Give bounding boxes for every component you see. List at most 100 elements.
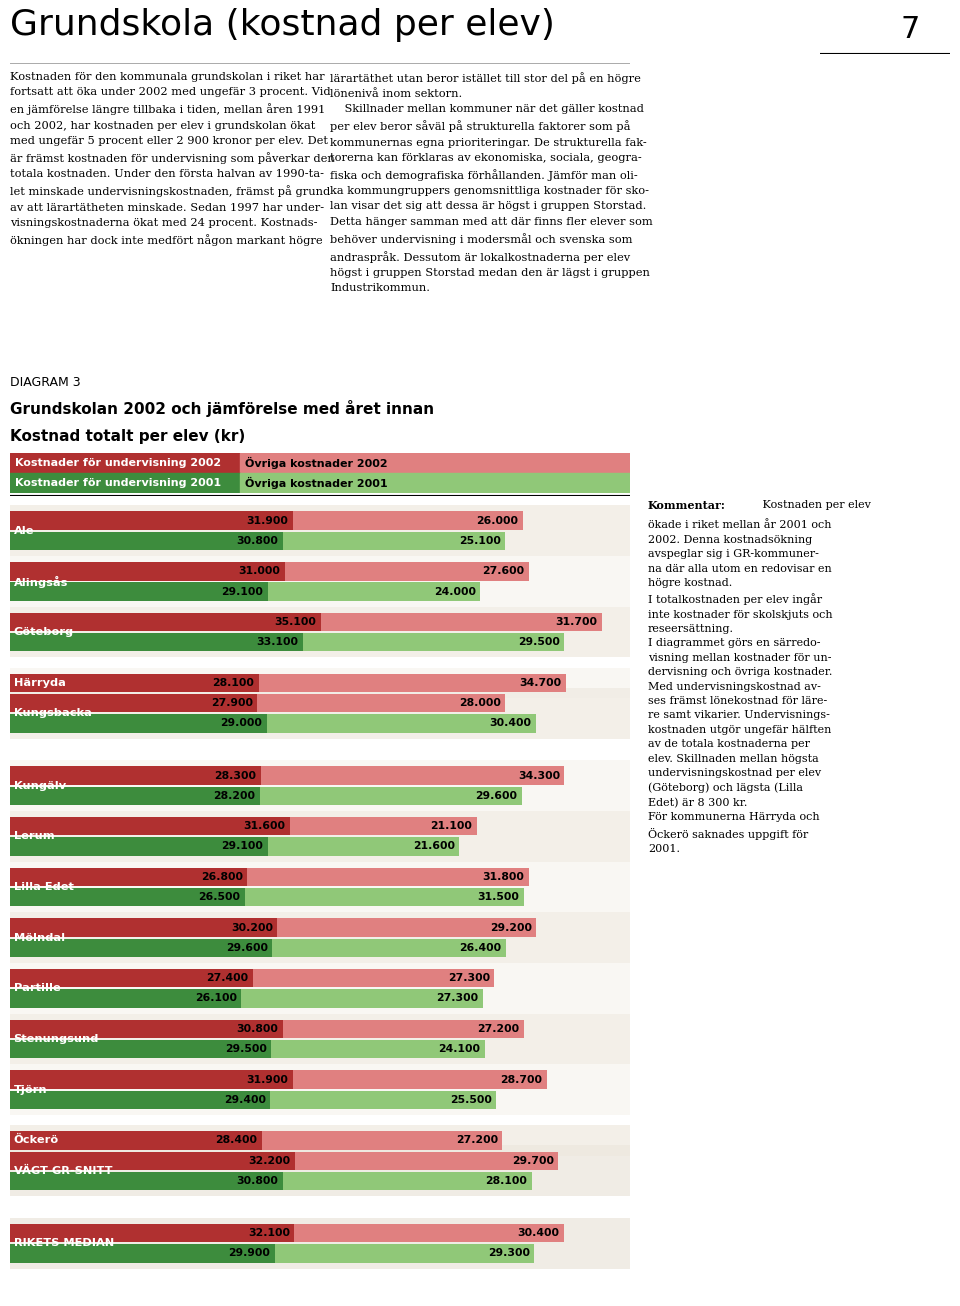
Bar bbox=[290, 818, 477, 836]
Bar bbox=[241, 990, 483, 1008]
Bar bbox=[10, 473, 240, 492]
Bar bbox=[10, 582, 268, 601]
Text: 27.900: 27.900 bbox=[210, 699, 252, 708]
Bar bbox=[293, 1071, 547, 1089]
Bar bbox=[10, 688, 630, 739]
Bar bbox=[10, 1126, 630, 1156]
Text: Härryda: Härryda bbox=[13, 678, 65, 688]
Text: Kostnaden per elev: Kostnaden per elev bbox=[759, 500, 871, 511]
Text: 30.400: 30.400 bbox=[517, 1228, 559, 1238]
Text: 27.200: 27.200 bbox=[477, 1024, 519, 1034]
Text: 27.400: 27.400 bbox=[206, 973, 249, 983]
Text: 31.500: 31.500 bbox=[477, 892, 519, 902]
Text: 27.600: 27.600 bbox=[483, 567, 524, 576]
Text: Grundskola (kostnad per elev): Grundskola (kostnad per elev) bbox=[10, 8, 555, 42]
Bar bbox=[10, 674, 259, 692]
Text: Göteborg: Göteborg bbox=[13, 627, 74, 637]
Text: 28.200: 28.200 bbox=[213, 790, 255, 801]
Text: 26.100: 26.100 bbox=[195, 994, 237, 1003]
Text: Öckerö: Öckerö bbox=[13, 1135, 59, 1145]
Bar bbox=[10, 862, 630, 913]
Bar bbox=[10, 562, 284, 580]
Bar bbox=[259, 674, 566, 692]
Text: 31.800: 31.800 bbox=[483, 872, 524, 882]
Bar bbox=[10, 963, 630, 1013]
Text: 28.100: 28.100 bbox=[486, 1175, 527, 1186]
Text: 31.600: 31.600 bbox=[244, 821, 285, 831]
Text: 26.800: 26.800 bbox=[201, 872, 243, 882]
Bar bbox=[268, 582, 480, 601]
Text: Partille: Partille bbox=[13, 983, 60, 994]
Bar bbox=[10, 505, 630, 556]
Bar bbox=[10, 693, 257, 712]
Text: 30.800: 30.800 bbox=[236, 1024, 278, 1034]
Text: Grundskolan 2002 och jämförelse med året innan: Grundskolan 2002 och jämförelse med året… bbox=[10, 400, 434, 417]
Bar bbox=[10, 1171, 283, 1190]
Text: DIAGRAM 3: DIAGRAM 3 bbox=[10, 376, 81, 389]
Text: 30.400: 30.400 bbox=[490, 718, 532, 729]
Bar bbox=[10, 532, 283, 550]
Text: VÄGT GR-SNITT: VÄGT GR-SNITT bbox=[13, 1166, 112, 1175]
Bar bbox=[321, 613, 602, 631]
Text: 28.100: 28.100 bbox=[212, 678, 254, 688]
Bar bbox=[10, 453, 240, 473]
Text: Kostnader för undervisning 2001: Kostnader för undervisning 2001 bbox=[15, 478, 221, 488]
Text: 29.300: 29.300 bbox=[488, 1249, 530, 1259]
Bar bbox=[283, 1020, 524, 1038]
Bar bbox=[10, 913, 630, 963]
Bar bbox=[295, 1224, 564, 1242]
Text: Kungälv: Kungälv bbox=[13, 781, 65, 790]
Bar bbox=[240, 453, 630, 473]
Bar bbox=[10, 867, 248, 885]
Bar bbox=[252, 969, 494, 987]
Text: ökade i riket mellan år 2001 och
2002. Denna kostnadsökning
avspeglar sig i GR-k: ökade i riket mellan år 2001 och 2002. D… bbox=[648, 520, 832, 854]
Bar bbox=[10, 1245, 275, 1263]
Text: 28.300: 28.300 bbox=[214, 771, 256, 781]
Text: 32.200: 32.200 bbox=[249, 1156, 291, 1166]
Text: 27.300: 27.300 bbox=[448, 973, 490, 983]
Bar bbox=[261, 767, 564, 785]
Text: 33.100: 33.100 bbox=[256, 637, 299, 648]
Text: Lilla Edet: Lilla Edet bbox=[13, 882, 73, 892]
Text: 29.200: 29.200 bbox=[490, 922, 532, 932]
Text: 31.900: 31.900 bbox=[246, 516, 288, 525]
Text: Ale: Ale bbox=[13, 526, 34, 535]
Bar bbox=[245, 888, 524, 906]
Text: Kommentar:: Kommentar: bbox=[648, 500, 726, 511]
Bar bbox=[275, 1245, 535, 1263]
Text: 29.100: 29.100 bbox=[222, 586, 263, 597]
Text: 21.100: 21.100 bbox=[430, 821, 472, 831]
Bar bbox=[10, 1152, 296, 1170]
Bar bbox=[10, 1040, 272, 1058]
Bar bbox=[248, 867, 529, 885]
Bar bbox=[257, 693, 505, 712]
Text: 34.300: 34.300 bbox=[517, 771, 560, 781]
Text: Övriga kostnader 2002: Övriga kostnader 2002 bbox=[245, 457, 388, 469]
Text: 30.200: 30.200 bbox=[231, 922, 273, 932]
Text: Alingsås: Alingsås bbox=[13, 576, 68, 588]
Bar bbox=[10, 969, 252, 987]
Text: Kostnaden för den kommunala grundskolan i riket har
fortsatt att öka under 2002 : Kostnaden för den kommunala grundskolan … bbox=[10, 72, 335, 246]
Bar bbox=[240, 473, 630, 492]
Bar bbox=[268, 837, 459, 855]
Bar bbox=[10, 556, 630, 607]
Bar bbox=[10, 1218, 630, 1268]
Bar bbox=[283, 532, 505, 550]
Bar bbox=[10, 888, 245, 906]
Bar bbox=[10, 714, 267, 733]
Bar bbox=[272, 1040, 485, 1058]
Bar bbox=[10, 607, 630, 657]
Text: 29.900: 29.900 bbox=[228, 1249, 271, 1259]
Bar bbox=[261, 1131, 502, 1149]
Bar bbox=[10, 1091, 271, 1109]
Text: Kungsbacka: Kungsbacka bbox=[13, 708, 91, 718]
Bar bbox=[277, 918, 536, 936]
Bar bbox=[260, 786, 522, 804]
Bar bbox=[10, 918, 277, 936]
Bar bbox=[10, 1013, 630, 1064]
Text: 35.100: 35.100 bbox=[275, 616, 317, 627]
Text: 30.800: 30.800 bbox=[236, 535, 278, 546]
Bar bbox=[10, 1145, 630, 1196]
Text: 29.600: 29.600 bbox=[226, 943, 268, 953]
Text: 24.000: 24.000 bbox=[434, 586, 476, 597]
